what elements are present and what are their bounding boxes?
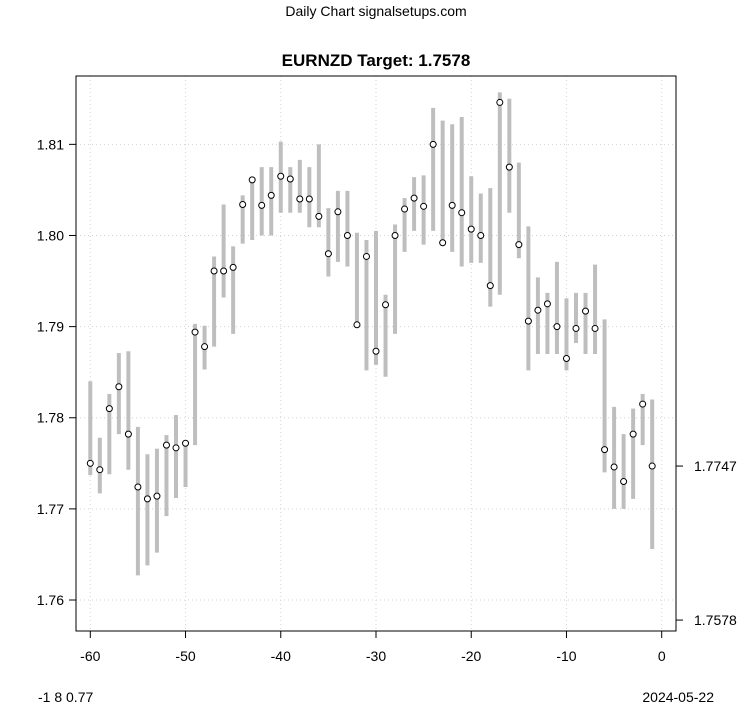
data-point: [610, 463, 618, 471]
right-tick-label: 1.7747: [694, 458, 737, 474]
data-point: [439, 239, 447, 247]
data-point: [105, 405, 113, 413]
right-tick-label: 1.7578: [694, 612, 737, 628]
data-point: [182, 439, 190, 447]
data-point: [486, 282, 494, 290]
data-point: [639, 400, 647, 408]
data-point: [220, 267, 228, 275]
data-point: [562, 355, 570, 363]
data-point: [429, 140, 437, 148]
data-point: [201, 343, 209, 351]
data-point: [420, 202, 428, 210]
data-point: [191, 328, 199, 336]
data-point: [277, 172, 285, 180]
right-axis: 1.7747 1.7578: [676, 458, 737, 628]
data-point: [620, 478, 628, 486]
data-point: [582, 307, 590, 315]
data-point: [467, 225, 475, 233]
x-tick-label: -20: [461, 648, 481, 664]
chart-title: EURNZD Target: 1.7578: [282, 51, 471, 70]
data-point: [362, 252, 370, 260]
data-point: [305, 195, 313, 203]
y-tick-label: 1.80: [37, 227, 64, 243]
data-point: [296, 195, 304, 203]
data-points: [86, 98, 656, 503]
data-point: [115, 383, 123, 391]
data-point: [343, 231, 351, 239]
data-point: [153, 492, 161, 500]
data-point: [553, 323, 561, 331]
site-title: Daily Chart signalsetups.com: [285, 3, 466, 19]
x-axis: -60 -50 -40 -30 -20 -10 0: [80, 630, 666, 664]
data-point: [648, 462, 656, 470]
data-point: [572, 324, 580, 332]
data-point: [382, 301, 390, 309]
data-point: [248, 176, 256, 184]
x-tick-label: -40: [271, 648, 291, 664]
x-tick-label: -50: [175, 648, 195, 664]
x-tick-label: -10: [556, 648, 576, 664]
data-point: [534, 306, 542, 314]
footer-date: 2024-05-22: [642, 689, 714, 705]
data-point: [210, 267, 218, 275]
y-tick-label: 1.81: [37, 136, 64, 152]
data-point: [353, 321, 361, 329]
data-point: [591, 324, 599, 332]
data-point: [143, 495, 151, 503]
data-point: [477, 231, 485, 239]
data-point: [258, 201, 266, 209]
data-point: [86, 459, 94, 467]
y-tick-label: 1.76: [37, 592, 64, 608]
data-point: [267, 191, 275, 199]
data-point: [372, 347, 380, 355]
data-point: [124, 430, 132, 438]
y-axis: 1.76 1.77 1.78 1.79 1.80 1.81: [37, 136, 76, 608]
data-point: [96, 466, 104, 474]
y-tick-label: 1.77: [37, 501, 64, 517]
data-point: [524, 317, 532, 325]
data-point: [391, 231, 399, 239]
range-bars: [88, 92, 655, 576]
data-point: [448, 201, 456, 209]
data-point: [496, 98, 504, 106]
data-point: [239, 200, 247, 208]
data-point: [172, 444, 180, 452]
footer-left-text: -1 8 0.77: [38, 689, 93, 705]
data-point: [334, 208, 342, 216]
y-tick-label: 1.78: [37, 410, 64, 426]
data-point: [543, 300, 551, 308]
data-point: [410, 194, 418, 202]
data-point: [505, 163, 513, 171]
data-point: [315, 212, 323, 220]
data-point: [458, 209, 466, 217]
data-point: [629, 430, 637, 438]
data-point: [515, 241, 523, 249]
x-tick-label: 0: [658, 648, 666, 664]
data-point: [601, 446, 609, 454]
data-point: [229, 263, 237, 271]
x-tick-label: -30: [366, 648, 386, 664]
y-tick-label: 1.79: [37, 319, 64, 335]
data-point: [286, 175, 294, 183]
data-point: [401, 205, 409, 213]
data-point: [134, 483, 142, 491]
data-point: [162, 441, 170, 449]
x-tick-label: -60: [80, 648, 100, 664]
data-point: [324, 250, 332, 258]
